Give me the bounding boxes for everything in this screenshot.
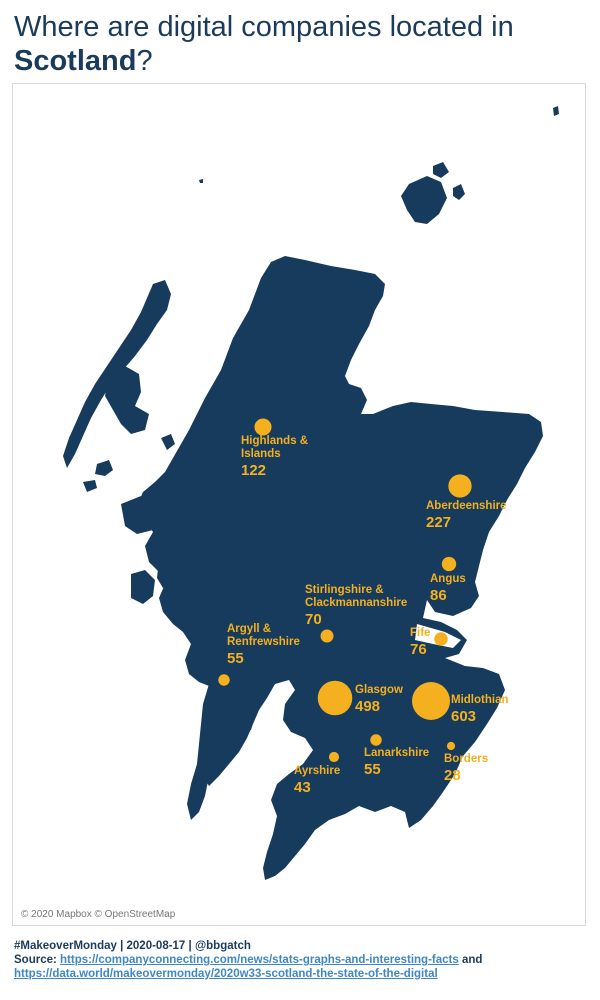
marker-lanarkshire[interactable] [370,734,382,746]
marker-fife[interactable] [434,632,448,646]
label-aberdeenshire: Aberdeenshire 227 [426,500,507,531]
label-fife-name: Fife [410,627,430,639]
label-glasgow-name: Glasgow [355,684,403,696]
island-speck [199,179,203,183]
label-borders-name: Borders [444,753,488,765]
kintyre-shape [187,684,227,820]
label-highlands-name: Islands [241,448,281,460]
source-and: and [461,954,483,966]
label-stirlingshire-name: Clackmannanshire [305,597,407,609]
title-prefix: Where are digital companies located in [14,11,514,43]
label-midlothian-value: 603 [451,708,476,725]
label-stirlingshire: Stirlingshire & Clackmannanshire 70 [305,584,407,628]
label-ayrshire-value: 43 [294,779,311,796]
label-borders-value: 28 [444,767,461,784]
map-view[interactable]: Highlands & Islands 122 Aberdeenshire 227 Ang… [12,83,586,926]
title-suffix: ? [136,45,153,77]
island-islay [131,570,155,604]
island-orkney-east [453,184,465,200]
label-midlothian-name: Midlothian [451,694,509,706]
marker-glasgow[interactable] [317,680,353,716]
island-skye [105,366,149,434]
marker-borders[interactable] [446,741,456,751]
label-glasgow: Glasgow 498 [355,684,403,715]
label-ayrshire-name: Ayrshire [294,765,340,777]
label-borders: Borders 28 [444,753,488,784]
marker-stirlingshire[interactable] [320,629,334,643]
label-stirlingshire-name: Stirlingshire & [305,584,384,596]
label-highlands: Highlands & Islands 122 [241,435,308,479]
label-lanarkshire-value: 55 [364,761,381,778]
marker-argyll[interactable] [218,674,230,686]
footer-credit: #MakeoverMonday | 2020-08-17 | @bbgatch [14,940,251,952]
label-aberdeenshire-name: Aberdeenshire [426,500,507,512]
scotland-landmass [63,106,559,880]
label-angus: Angus 86 [430,573,466,604]
label-argyll: Argyll & Renfrewshire 55 [227,623,300,667]
map-attribution[interactable]: © 2020 Mapbox © OpenStreetMap [21,909,176,920]
island-outer-hebrides [63,280,171,468]
label-fife-value: 76 [410,641,427,658]
marker-angus[interactable] [441,556,457,572]
source-link-companyconnecting[interactable]: https://companyconnecting.com/news/stats… [60,954,459,966]
label-lanarkshire-name: Lanarkshire [364,747,429,759]
title-highlight: Scotland [14,45,137,77]
island-small [161,434,175,450]
page-title: Where are digital companies located in S… [14,10,584,78]
island-jura [157,554,175,588]
label-highlands-value: 122 [241,462,266,479]
scotland-map[interactable]: Highlands & Islands 122 Aberdeenshire 227 Ang… [13,84,586,926]
label-highlands-name: Highlands & [241,435,308,447]
island-coll [95,460,113,476]
label-aberdeenshire-value: 227 [426,514,451,531]
island-orkney-north [433,162,449,178]
marker-aberdeenshire[interactable] [448,474,472,498]
marker-layer [218,418,472,763]
island-arran [235,704,255,732]
label-angus-value: 86 [430,587,447,604]
footer: #MakeoverMonday | 2020-08-17 | @bbgatch … [14,939,589,981]
label-glasgow-value: 498 [355,698,380,715]
island-mull [121,496,163,534]
label-argyll-value: 55 [227,650,244,667]
label-argyll-name: Argyll & [227,623,271,635]
label-stirlingshire-value: 70 [305,611,322,628]
label-lanarkshire: Lanarkshire 55 [364,747,429,778]
island-shetland [553,106,559,116]
island-orkney [401,176,447,224]
label-layer: Highlands & Islands 122 Aberdeenshire 227 Ang… [227,435,509,796]
marker-midlothian[interactable] [412,682,450,720]
label-midlothian: Midlothian 603 [451,694,509,725]
label-angus-name: Angus [430,573,466,585]
label-fife: Fife 76 [410,627,430,658]
label-ayrshire: Ayrshire 43 [294,765,340,796]
footer-source: Source: https://companyconnecting.com/ne… [14,953,589,981]
marker-ayrshire[interactable] [328,751,340,763]
island-tiree [83,480,97,492]
source-label: Source: [14,954,57,966]
source-link-dataworld[interactable]: https://data.world/makeovermonday/2020w3… [14,968,438,980]
marker-highlands[interactable] [254,418,272,436]
label-argyll-name: Renfrewshire [227,636,300,648]
